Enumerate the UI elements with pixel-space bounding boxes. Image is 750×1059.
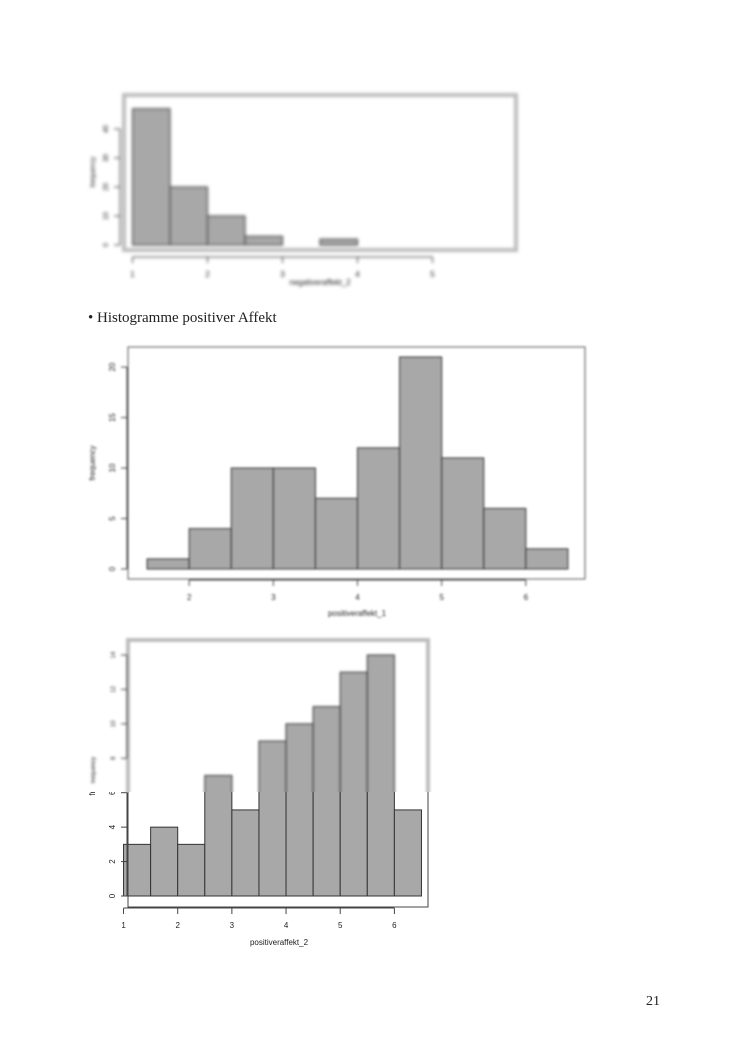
histogram-bar bbox=[132, 108, 171, 246]
x-tick-label: 4 bbox=[284, 921, 289, 930]
histogram-positiveraffekt-1: 2 3 4 5 6 positiveraffekt_1 0 5 10 15 20 frequency bbox=[88, 346, 586, 618]
y-axis-label: frequency bbox=[88, 760, 97, 795]
y-tick-label: 2 bbox=[108, 859, 117, 864]
x-tick-label: 4 bbox=[355, 593, 360, 602]
histogram-bar bbox=[319, 238, 358, 246]
histogram-bar bbox=[366, 792, 395, 897]
histogram-bar bbox=[339, 792, 368, 897]
histogram-bar bbox=[339, 671, 368, 792]
y-tick-label: 0 bbox=[103, 243, 110, 247]
plot-frame bbox=[127, 792, 429, 908]
histogram-bar bbox=[230, 467, 274, 570]
histogram-bar bbox=[393, 809, 422, 897]
histogram-bar bbox=[285, 723, 314, 792]
y-tick-label: 30 bbox=[103, 154, 110, 162]
x-axis-label: negativeraffekt_2 bbox=[289, 278, 351, 287]
histogram-bar bbox=[258, 740, 287, 792]
histogram-bar bbox=[483, 507, 527, 570]
y-tick-label: 12 bbox=[111, 685, 117, 692]
chart2-content: 2 3 4 5 6 positiveraffekt_1 0 5 10 15 20 frequency bbox=[88, 346, 586, 618]
x-tick-label: 6 bbox=[524, 593, 529, 602]
x-tick-label: 5 bbox=[430, 270, 435, 279]
y-axis-label: frequency bbox=[91, 757, 97, 783]
y-tick-label: 20 bbox=[108, 362, 117, 371]
chart3-upper-blurred: 8 10 12 14 frequency bbox=[91, 638, 430, 792]
histogram-negativeraffekt-2: 1 2 3 4 5 negativeraffekt_2 0 10 20 30 40 frequency bbox=[90, 93, 518, 287]
y-tick-label: 10 bbox=[103, 212, 110, 220]
x-tick-label: 2 bbox=[205, 270, 210, 279]
y-axis-label: frequency bbox=[90, 156, 97, 187]
chart1-content: 1 2 3 4 5 negativeraffekt_2 0 10 20 30 40 frequency bbox=[90, 93, 518, 287]
histogram-bar bbox=[525, 548, 569, 570]
y-tick-label: 10 bbox=[108, 463, 117, 472]
plot-frame bbox=[122, 93, 518, 252]
x-tick-label: 3 bbox=[230, 921, 235, 930]
histogram-bar bbox=[399, 356, 443, 570]
chart3-lower: 1 2 3 4 5 6 positiveraffekt_2 0 2 4 6 frequency bbox=[88, 760, 429, 947]
y-tick-label: 4 bbox=[108, 824, 117, 829]
histogram-bar bbox=[314, 497, 358, 570]
plot-frame bbox=[127, 346, 586, 580]
histogram-positiveraffekt-2: 1 2 3 4 5 6positiveraffekt_20246frequency8101… bbox=[88, 638, 430, 947]
x-axis-label: positiveraffekt_1 bbox=[328, 609, 387, 618]
plot-frame bbox=[126, 638, 430, 792]
y-tick-label: 20 bbox=[103, 183, 110, 191]
y-tick-label: 0 bbox=[108, 566, 117, 571]
x-tick-label: 2 bbox=[175, 921, 180, 930]
y-tick-label: 5 bbox=[108, 516, 117, 521]
x-tick-label: 5 bbox=[338, 921, 343, 930]
histogram-bar bbox=[177, 843, 206, 897]
y-tick-label: 6 bbox=[108, 790, 117, 795]
histogram-bar bbox=[244, 235, 283, 246]
x-tick-label: 6 bbox=[392, 921, 397, 930]
x-tick-label: 5 bbox=[439, 593, 444, 602]
x-tick-label: 1 bbox=[130, 270, 135, 279]
x-tick-label: 4 bbox=[355, 270, 360, 279]
y-tick-label: 40 bbox=[103, 125, 110, 133]
page-number: 21 bbox=[646, 994, 660, 1009]
x-tick-label: 1 bbox=[121, 921, 126, 930]
histogram-bar bbox=[366, 654, 395, 792]
y-tick-label: 15 bbox=[108, 413, 117, 422]
y-tick-label: 0 bbox=[108, 893, 117, 898]
histogram-bar bbox=[207, 215, 246, 246]
y-tick-label: 10 bbox=[111, 720, 117, 727]
y-axis-label: frequency bbox=[88, 445, 97, 480]
y-tick-label: 8 bbox=[111, 756, 117, 760]
histogram-bar bbox=[169, 186, 208, 246]
histogram-bar bbox=[231, 809, 260, 897]
y-tick-label: 14 bbox=[111, 651, 117, 658]
histogram-bar bbox=[204, 775, 233, 792]
x-tick-label: 3 bbox=[271, 593, 276, 602]
histogram-bar bbox=[204, 792, 233, 897]
histogram-bar bbox=[312, 706, 341, 792]
x-tick-label: 3 bbox=[280, 270, 285, 279]
histogram-bar bbox=[258, 792, 287, 897]
section-heading: • Histogramme positiver Affekt bbox=[88, 310, 277, 326]
histogram-bar bbox=[150, 826, 179, 897]
x-axis-label: positiveraffekt_2 bbox=[250, 938, 309, 947]
chart3-upper: 8 10 12 14 frequency bbox=[91, 638, 430, 792]
x-tick-label: 2 bbox=[187, 593, 192, 602]
